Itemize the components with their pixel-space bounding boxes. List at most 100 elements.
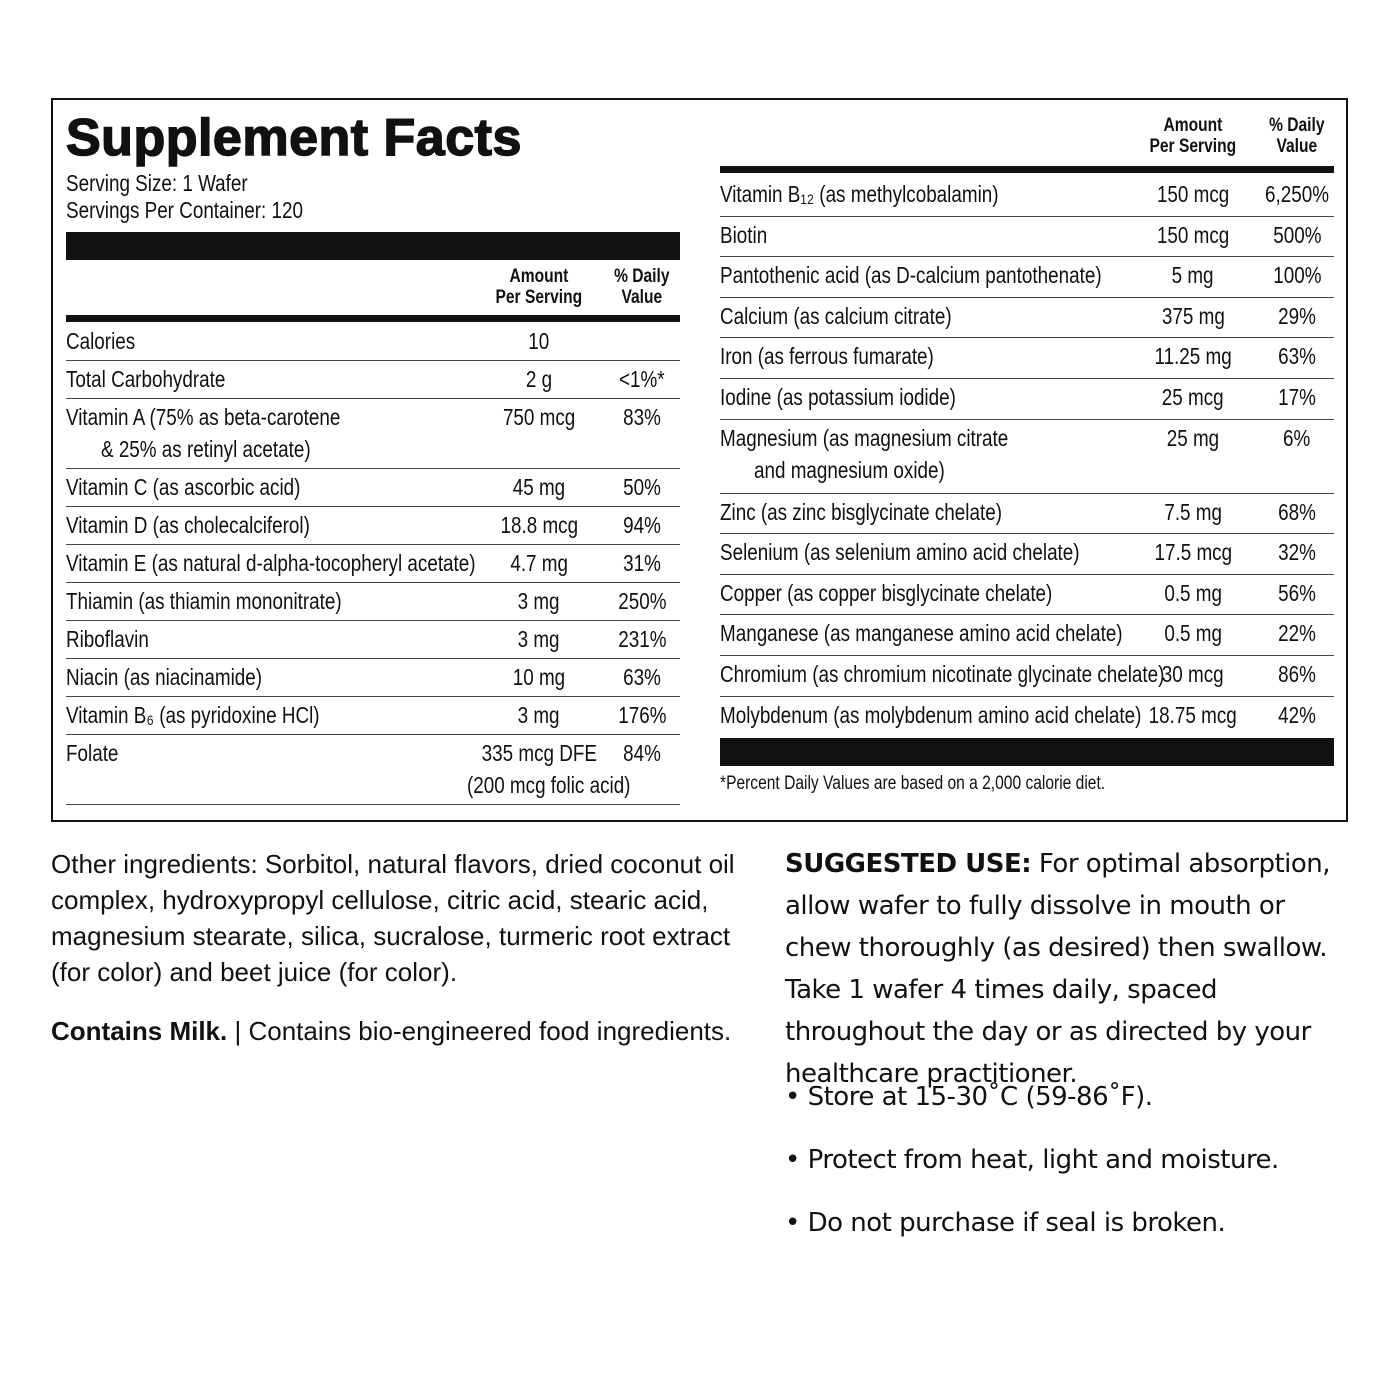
cell-text: 68% xyxy=(1278,498,1316,525)
divider-bar xyxy=(66,232,680,260)
cell-line: 10 mg xyxy=(449,661,629,693)
cell-text: Iodine (as potassium iodide) xyxy=(720,384,956,410)
cell-text: Vitamin D (as cholecalciferol) xyxy=(66,512,310,538)
divider-bar xyxy=(720,738,1334,766)
table-cell: Copper (as copper bisglycinate chelate) xyxy=(720,577,1160,609)
cell-text: and magnesium oxide) xyxy=(754,456,945,483)
table-cell: Vitamin C (as ascorbic acid) xyxy=(66,471,506,503)
cell-line: Riboflavin xyxy=(66,623,506,655)
cell-line: Calories xyxy=(66,325,506,357)
serving-size-text: Serving Size: 1 Wafer xyxy=(66,170,248,196)
cell-text: 750 mcg xyxy=(502,404,576,430)
row-rule xyxy=(720,533,1334,534)
cell-line: Zinc (as zinc bisglycinate chelate) xyxy=(720,496,1160,528)
table-cell: Magnesium (as magnesium citrate and magne… xyxy=(720,422,1160,486)
bullet: • Protect from heat, light and moisture. xyxy=(785,1145,1279,1175)
cell-line: Magnesium (as magnesium citrate xyxy=(720,422,1160,454)
cell-line: & 25% as retinyl acetate) xyxy=(66,433,506,465)
column-header-line: Value xyxy=(1227,136,1367,157)
cell-text: 0.5 mg xyxy=(1164,620,1222,647)
column-header-line: % Daily xyxy=(572,266,712,287)
row-rule xyxy=(720,614,1334,615)
title: Supplement Facts xyxy=(65,108,522,168)
cell-text: 500% xyxy=(1272,221,1322,248)
cell-line: 6,250% xyxy=(1247,178,1347,210)
cell-text: 63% xyxy=(623,664,661,690)
cell-line: 94% xyxy=(592,509,692,541)
table-cell: 86% xyxy=(1247,658,1347,690)
table-cell: 30 mcg xyxy=(1103,658,1283,690)
cell-line: Manganese (as manganese amino acid chela… xyxy=(720,617,1160,649)
table-cell: Vitamin B₁₂ (as methylcobalamin) xyxy=(720,178,1160,210)
facts-panel xyxy=(51,98,1348,822)
cell-line: Folate xyxy=(66,737,506,769)
column-header-text: Amount xyxy=(1163,115,1223,136)
row-rule xyxy=(720,696,1334,697)
cell-line: Chromium (as chromium nicotinate glycina… xyxy=(720,658,1164,690)
servings-text: Servings Per Container: 120 xyxy=(66,197,303,223)
cell-text: 3 mg xyxy=(518,588,560,614)
cell-text: 86% xyxy=(1278,661,1316,687)
cell-text: Iron (as ferrous fumarate) xyxy=(720,343,934,370)
cell-text: 32% xyxy=(1278,539,1316,566)
table-cell: Vitamin B₆ (as pyridoxine HCl) xyxy=(66,699,506,731)
table-cell: 150 mcg xyxy=(1103,219,1283,251)
table-cell: 250% xyxy=(592,585,692,617)
cell-text: 231% xyxy=(617,626,667,652)
cell-text: 18.8 mcg xyxy=(500,512,578,538)
table-cell: Manganese (as manganese amino acid chela… xyxy=(720,617,1160,649)
table-cell: Vitamin A (75% as beta-carotene & 25% as … xyxy=(66,401,506,465)
row-rule xyxy=(720,256,1334,257)
table-cell: 750 mcg xyxy=(449,401,629,433)
cell-line: 22% xyxy=(1247,617,1347,649)
table-cell: Calcium (as calcium citrate) xyxy=(720,300,1160,332)
row-rule xyxy=(66,620,680,621)
cell-text: 176% xyxy=(617,702,667,728)
cell-line: Vitamin C (as ascorbic acid) xyxy=(66,471,506,503)
cell-text: Total Carbohydrate xyxy=(66,366,226,392)
cell-line: 6% xyxy=(1247,422,1347,454)
cell-line: 63% xyxy=(1247,340,1347,372)
table-cell: 25 mg xyxy=(1103,422,1283,454)
cell-line: Molybdenum (as molybdenum amino acid che… xyxy=(720,699,1160,731)
table-cell: Vitamin D (as cholecalciferol) xyxy=(66,509,506,541)
cell-text: Vitamin E (as natural d-alpha-tocopheryl… xyxy=(66,550,476,576)
cell-line: 84% xyxy=(592,737,692,769)
contains: Contains Milk. | Contains bio-engineered… xyxy=(51,1013,771,1049)
table-cell: 3 mg xyxy=(449,699,629,731)
cell-text: 4.7 mg xyxy=(510,550,568,576)
contains-bold: Contains Milk. xyxy=(51,1016,228,1046)
cell-text: Zinc (as zinc bisglycinate chelate) xyxy=(720,498,1002,525)
cell-line: 7.5 mg xyxy=(1103,496,1283,528)
cell-text: Calories xyxy=(66,328,136,354)
row-rule xyxy=(66,658,680,659)
row-rule xyxy=(720,655,1334,656)
cell-text: Vitamin B₆ (as pyridoxine HCl) xyxy=(66,702,320,728)
table-cell: 17.5 mcg xyxy=(1103,536,1283,568)
cell-text: 30 mcg xyxy=(1162,661,1224,687)
table-cell: 18.8 mcg xyxy=(449,509,629,541)
cell-line: 5 mg xyxy=(1103,259,1283,291)
column-header-line: Per Serving xyxy=(1123,136,1263,157)
column-header-text: Per Serving xyxy=(1149,136,1237,157)
table-cell: 500% xyxy=(1247,219,1347,251)
table-cell: Pantothenic acid (as D-calcium pantothen… xyxy=(720,259,1160,291)
table-cell: Selenium (as selenium amino acid chelate… xyxy=(720,536,1160,568)
cell-line: 56% xyxy=(1247,577,1347,609)
cell-text: 45 mg xyxy=(512,474,566,500)
row-rule xyxy=(66,582,680,583)
table-cell: 63% xyxy=(1247,340,1347,372)
cell-line: 32% xyxy=(1247,536,1347,568)
row-rule xyxy=(66,506,680,507)
cell-text: 6% xyxy=(1283,424,1311,451)
table-cell: 11.25 mg xyxy=(1103,340,1283,372)
cell-text: Calcium (as calcium citrate) xyxy=(720,302,952,329)
column-header-text: Value xyxy=(621,287,663,308)
cell-text: 25 mg xyxy=(1166,424,1220,451)
cell-text: Copper (as copper bisglycinate chelate) xyxy=(720,579,1053,606)
cell-text: 22% xyxy=(1278,620,1316,647)
cell-line: 231% xyxy=(592,623,692,655)
table-cell: Total Carbohydrate xyxy=(66,363,506,395)
cell-text: 25 mcg xyxy=(1162,384,1224,410)
table-cell: Iron (as ferrous fumarate) xyxy=(720,340,1160,372)
